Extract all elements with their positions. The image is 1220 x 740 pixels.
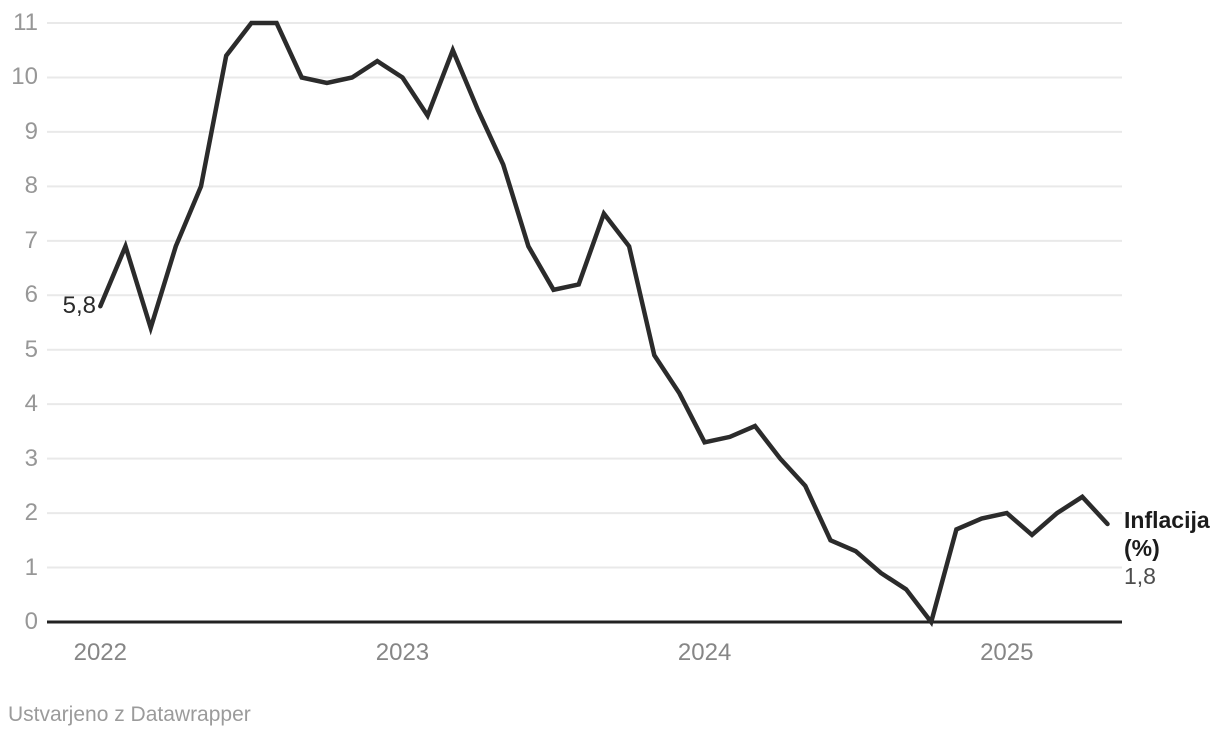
y-axis-tick-label-11: 11 — [13, 9, 38, 36]
y-axis-tick-label-2: 2 — [24, 499, 38, 527]
y-axis-tick-label-0: 0 — [24, 608, 38, 635]
end-value-label: 1,8 — [1124, 563, 1156, 589]
x-axis-tick-label-2024: 2024 — [677, 639, 732, 666]
y-axis-tick-label-1: 1 — [24, 553, 38, 581]
y-axis-tick-label-7: 7 — [24, 226, 38, 254]
y-axis-tick-label-6: 6 — [24, 281, 38, 309]
series-name-label-line1: Inflacija — [1124, 507, 1210, 533]
y-axis-tick-label-10: 10 — [11, 63, 38, 91]
y-axis-tick-label-4: 4 — [24, 390, 38, 418]
plot-area — [47, 20, 1122, 627]
series-name-label-line2: (%) — [1124, 535, 1160, 561]
inflation-data-line — [98, 20, 1110, 627]
start-value-label: 5,8 — [62, 292, 96, 319]
y-axis-tick-label-9: 9 — [24, 117, 38, 145]
y-axis-tick-label-5: 5 — [24, 335, 38, 363]
datawrapper-credit: Ustvarjeno z Datawrapper — [8, 703, 251, 726]
x-axis-tick-label-2022: 2022 — [73, 639, 127, 666]
y-axis-tick-label-3: 3 — [24, 444, 38, 472]
y-axis-tick-label-8: 8 — [24, 172, 38, 200]
x-axis-tick-label-2023: 2023 — [375, 639, 430, 666]
x-axis-tick-label-2025: 2025 — [980, 639, 1034, 666]
series-end-label-block: Inflacija (%) 1,8 — [1124, 506, 1220, 590]
